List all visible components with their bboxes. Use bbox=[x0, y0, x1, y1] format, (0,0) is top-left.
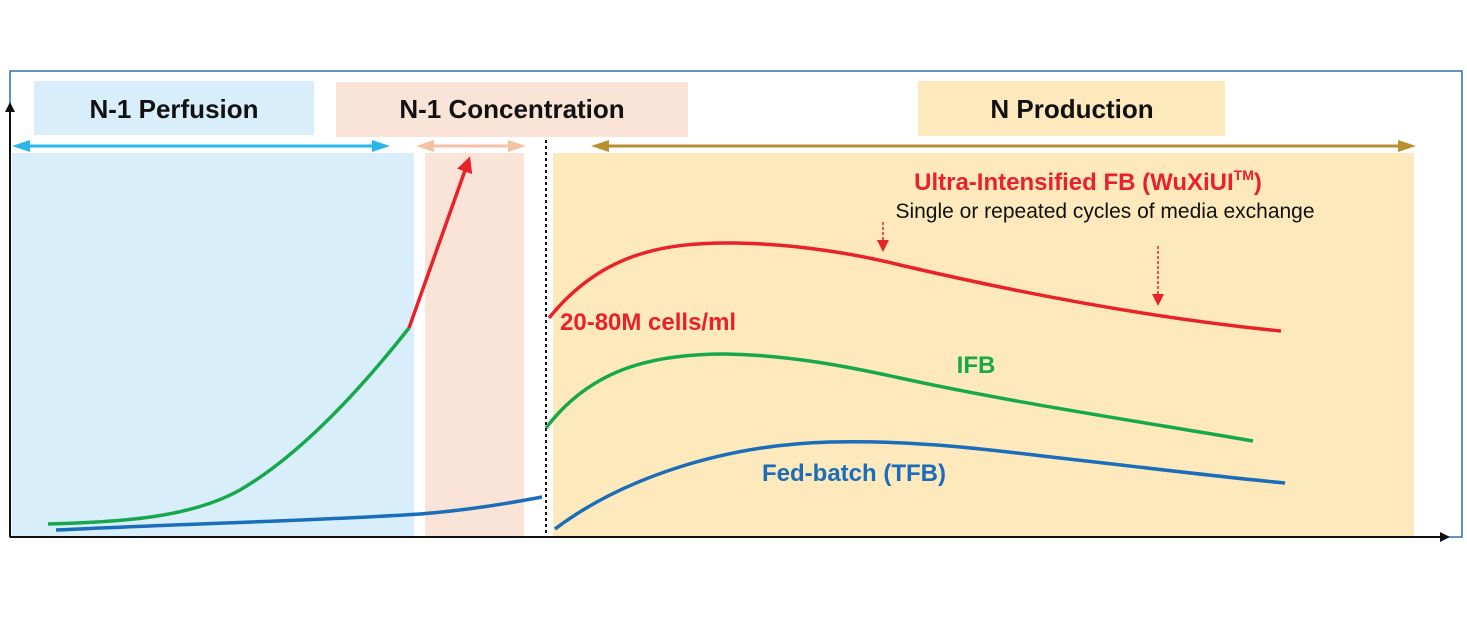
ultra-intensified-curve bbox=[547, 241, 1282, 333]
production-span-arrow bbox=[591, 140, 1416, 152]
perfusion-region bbox=[12, 153, 414, 536]
phase-label-perfusion: N-1 Perfusion bbox=[89, 94, 258, 124]
phase-label-production: N Production bbox=[990, 94, 1153, 124]
ifb-curve bbox=[544, 352, 1254, 443]
perfusion-span-arrow bbox=[12, 140, 390, 152]
ifb-n1-growth-curve bbox=[47, 326, 411, 526]
fed-batch-curve bbox=[553, 440, 1286, 531]
fed-batch-n1-curve bbox=[55, 495, 543, 532]
ultra-concentration-arrow bbox=[407, 156, 473, 329]
production-region bbox=[553, 153, 1414, 536]
fed-batch-label: Fed-batch (TFB) bbox=[762, 460, 946, 487]
ifb-label: IFB bbox=[957, 352, 996, 379]
ultra-intensified-label: Ultra-Intensified FB (WuXiUITM) bbox=[914, 167, 1262, 196]
media-exchange-label: Single or repeated cycles of media excha… bbox=[895, 200, 1314, 223]
concentration-span-arrow bbox=[416, 140, 526, 152]
phase-header-concentration: N-1 Concentration bbox=[336, 82, 688, 137]
phase-header-production: N Production bbox=[918, 81, 1225, 136]
cell-density-label: 20-80M cells/ml bbox=[560, 309, 736, 336]
phase-header-perfusion: N-1 Perfusion bbox=[34, 81, 314, 135]
concentration-region bbox=[425, 153, 524, 536]
phase-label-concentration: N-1 Concentration bbox=[399, 94, 624, 124]
